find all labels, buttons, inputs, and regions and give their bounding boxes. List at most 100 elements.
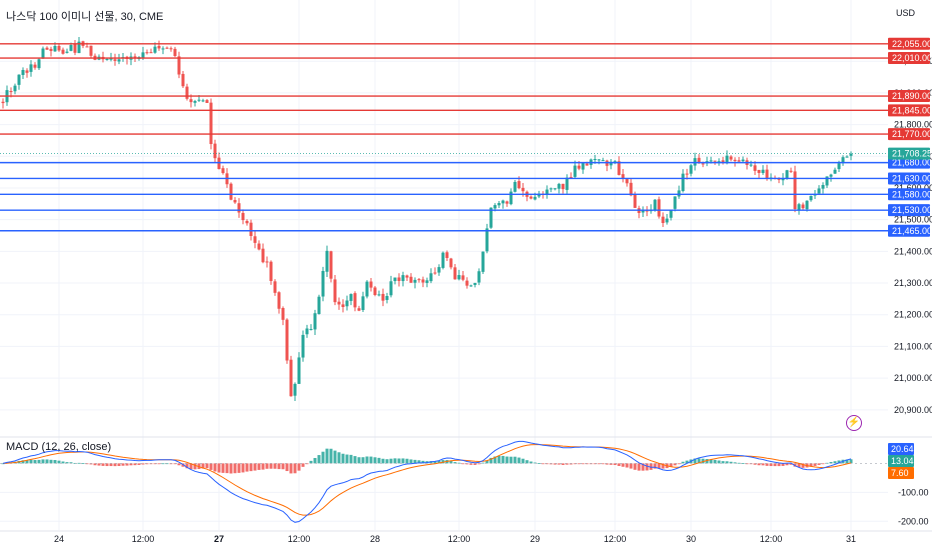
macd-hist-bar xyxy=(681,461,685,464)
candle-body xyxy=(189,99,193,103)
candle-body xyxy=(661,216,665,223)
candle-body xyxy=(449,258,453,268)
candle-body xyxy=(45,47,49,50)
candle-body xyxy=(197,99,201,101)
macd-hist-bar xyxy=(317,455,321,464)
macd-hist-bar xyxy=(193,463,197,470)
macd-hist-bar xyxy=(553,463,557,465)
candle-body xyxy=(829,174,833,177)
candle-body xyxy=(53,45,57,52)
candle-body xyxy=(437,267,441,273)
candle-body xyxy=(757,169,761,173)
candle-body xyxy=(581,162,585,170)
macd-hist-bar xyxy=(845,459,849,464)
macd-hist-bar xyxy=(725,461,729,464)
candle-body xyxy=(145,52,149,54)
candle-body xyxy=(617,161,621,175)
support-tag xyxy=(888,172,930,185)
macd-hist-bar xyxy=(293,463,297,474)
candle-body xyxy=(305,328,309,335)
macd-hist-bar xyxy=(237,463,241,473)
macd-hist-bar xyxy=(785,463,789,466)
macd-hist-bar xyxy=(21,460,25,464)
candle-body xyxy=(49,48,53,52)
macd-hist-bar xyxy=(261,463,265,470)
candle-body xyxy=(357,308,361,311)
macd-hist-bar xyxy=(349,454,353,464)
macd-hist-bar xyxy=(697,458,701,464)
candle-body xyxy=(369,281,373,288)
time-tick-label: 12:00 xyxy=(760,534,783,544)
time-tick-label: 30 xyxy=(686,534,696,544)
candle-body xyxy=(681,173,685,192)
macd-indicator-label[interactable]: MACD (12, 26, close) xyxy=(6,441,112,453)
candle-body xyxy=(793,171,797,210)
candle-body xyxy=(85,46,89,48)
candle-body xyxy=(33,64,37,68)
candle-body xyxy=(29,64,33,72)
price-tick-label: 21,200.00 xyxy=(894,310,932,320)
candle-body xyxy=(401,275,405,282)
macd-hist-bar xyxy=(713,459,717,464)
candle-body xyxy=(597,159,601,161)
candle-body xyxy=(585,163,589,166)
candle-body xyxy=(309,328,313,330)
macd-hist-bar xyxy=(525,460,529,464)
macd-hist-bar xyxy=(321,451,325,464)
candle-body xyxy=(421,279,425,283)
candle-body xyxy=(317,296,321,315)
macd-hist-bar xyxy=(45,459,49,464)
candle-body xyxy=(725,155,729,164)
candle-body xyxy=(737,160,741,162)
macd-hist-bar xyxy=(37,459,41,464)
candle-body xyxy=(397,277,401,282)
candle-body xyxy=(237,203,241,213)
macd-hist-bar xyxy=(265,463,269,469)
candle-body xyxy=(25,70,29,73)
macd-hist-bar xyxy=(721,461,725,464)
candle-body xyxy=(13,85,17,92)
macd-hist-bar xyxy=(657,463,661,469)
macd-hist-bar xyxy=(541,463,545,465)
time-tick-label: 24 xyxy=(54,534,64,544)
macd-hist-bar xyxy=(797,463,801,468)
candle-body xyxy=(529,196,533,199)
price-tick-label: 21,100.00 xyxy=(894,341,932,351)
candle-body xyxy=(113,59,117,61)
macd-tick-label: -100.00 xyxy=(898,487,929,497)
candle-body xyxy=(181,73,185,87)
macd-hist-bar xyxy=(213,463,217,472)
candle-body xyxy=(365,281,369,297)
candle-body xyxy=(717,161,721,163)
support-tag-label: 21,580.00 xyxy=(892,189,932,199)
macd-line xyxy=(2,440,852,523)
candle-body xyxy=(633,194,637,208)
candle-body xyxy=(729,156,733,160)
candle-body xyxy=(621,174,625,179)
macd-hist-bar xyxy=(109,463,113,467)
macd-hist-bar xyxy=(693,458,697,464)
resistance-tag xyxy=(888,90,930,103)
macd-hist-bar xyxy=(421,460,425,464)
candle-body xyxy=(533,196,537,200)
macd-hist-bar xyxy=(121,463,125,466)
candle-body xyxy=(253,236,257,243)
macd-hist-bar xyxy=(345,454,349,464)
macd-value-tag xyxy=(888,443,914,455)
macd-hist-bar xyxy=(489,457,493,464)
candle-body xyxy=(457,275,461,280)
candle-body xyxy=(481,251,485,272)
macd-hist-bar xyxy=(225,463,229,474)
macd-hist-bar xyxy=(737,462,741,464)
lightning-icon[interactable]: ⚡ xyxy=(846,415,862,431)
support-tag-label: 21,630.00 xyxy=(892,173,932,183)
candles xyxy=(1,36,853,401)
resistance-tag-label: 21,770.00 xyxy=(892,129,932,139)
histogram-value-tag xyxy=(888,467,914,479)
macd-hist-bar xyxy=(221,463,225,473)
candle-body xyxy=(261,248,265,263)
macd-hist-bar xyxy=(661,463,665,469)
candle-body xyxy=(445,252,449,258)
